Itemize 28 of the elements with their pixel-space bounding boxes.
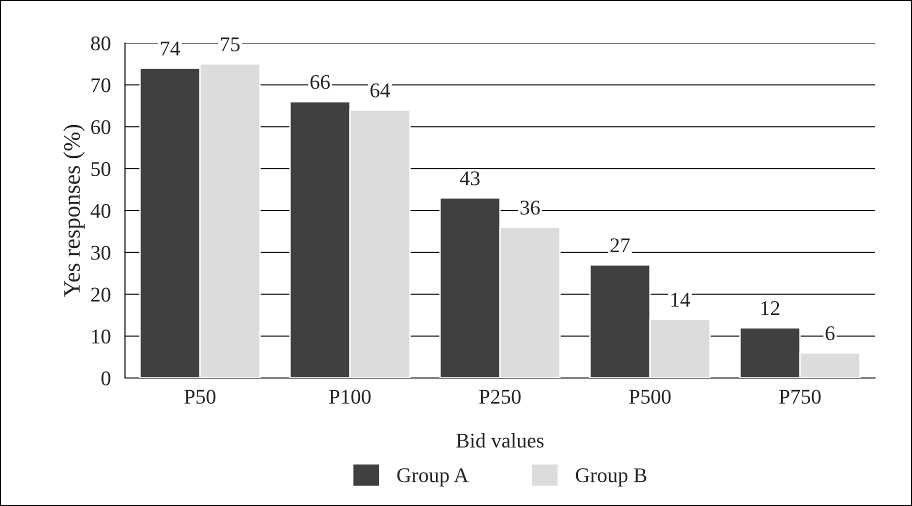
y-tick-label: 0	[101, 371, 110, 386]
y-tick-label: 70	[92, 78, 110, 92]
y-tick-label: 30	[91, 246, 110, 260]
data-label: 12	[761, 301, 780, 315]
x-tick-label: P250	[479, 390, 521, 404]
y-axis-title: Yes responses (%)	[63, 124, 85, 297]
x-tick-label: P100	[329, 390, 371, 404]
data-label: 27	[610, 238, 630, 252]
x-tick-label: P750	[779, 390, 821, 404]
data-label: 75	[220, 38, 240, 52]
x-tick-label: P500	[629, 390, 671, 404]
y-tick-label: 80	[91, 36, 110, 50]
data-label: 6	[826, 326, 835, 340]
legend-label: Group A	[397, 468, 469, 487]
legend-label: Group B	[576, 468, 646, 487]
data-label: 64	[370, 83, 390, 98]
y-tick-label: 40	[90, 204, 110, 218]
data-label: 74	[160, 42, 180, 56]
x-tick-label: P50	[184, 390, 216, 404]
data-label: 66	[310, 75, 330, 90]
y-tick-label: 20	[91, 288, 110, 302]
data-label: 36	[520, 200, 540, 215]
data-label: 43	[460, 171, 480, 186]
data-label: 14	[671, 292, 690, 307]
y-tick-label: 50	[91, 162, 110, 176]
y-tick-label: 60	[91, 120, 110, 134]
y-tick-label: 10	[92, 330, 110, 344]
x-axis-title: Bid values	[456, 433, 544, 448]
